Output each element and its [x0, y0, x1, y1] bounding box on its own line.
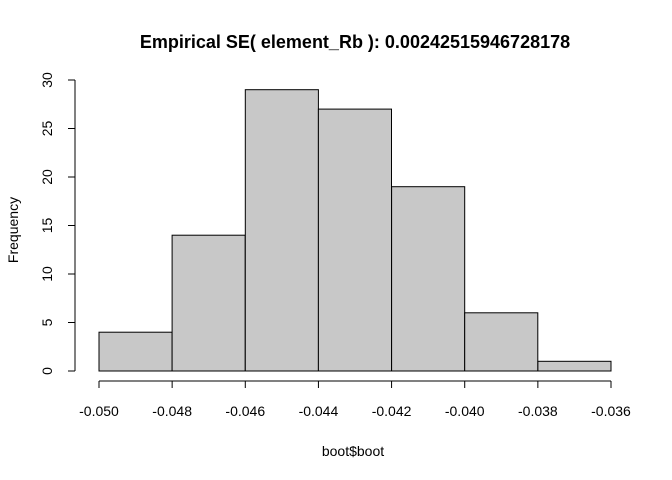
histogram-bar-3 [244, 89, 319, 372]
y-tick-label: 25 [39, 121, 55, 137]
y-tick-label: 5 [39, 318, 55, 326]
histogram-bar-7 [537, 360, 612, 372]
x-tick-label: -0.050 [79, 403, 119, 419]
y-tick-label: 15 [39, 218, 55, 234]
y-axis: 0 5 10 15 20 25 30 [39, 72, 76, 375]
histogram-bar-6 [464, 312, 539, 372]
bars-group [98, 89, 612, 372]
x-axis-label: boot$boot [322, 443, 384, 459]
x-tick-label: -0.042 [372, 403, 412, 419]
x-tick-label: -0.036 [591, 403, 631, 419]
histogram-bar-1 [98, 331, 173, 372]
histogram-bar-5 [391, 186, 466, 372]
y-tick-label: 20 [39, 169, 55, 185]
y-tick-label: 0 [39, 367, 55, 375]
chart-title: Empirical SE( element_Rb ): 0.0024251594… [140, 32, 570, 52]
x-tick-label: -0.044 [299, 403, 339, 419]
histogram-bar-4 [317, 108, 392, 372]
x-tick-label: -0.048 [152, 403, 192, 419]
histogram-bar-2 [171, 234, 246, 372]
x-tick-label: -0.038 [518, 403, 558, 419]
x-axis: -0.050 -0.048 -0.046 -0.044 -0.042 -0.040 -0.0… [79, 380, 631, 419]
x-tick-label: -0.040 [445, 403, 485, 419]
x-tick-label: -0.046 [225, 403, 265, 419]
y-axis-label: Frequency [5, 197, 21, 263]
y-tick-label: 30 [39, 72, 55, 88]
y-tick-label: 10 [39, 266, 55, 282]
